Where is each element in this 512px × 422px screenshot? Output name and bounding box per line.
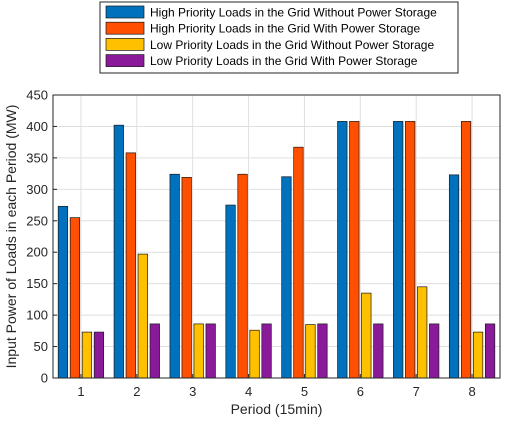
bar-series-1-period-4 <box>225 204 236 379</box>
x-tick-label: 7 <box>413 384 420 399</box>
x-tick-label: 8 <box>468 384 475 399</box>
bar-series-2-period-1 <box>69 217 81 379</box>
bar-series-2-period-3 <box>181 177 192 379</box>
bar-series-2-period-8 <box>460 121 472 379</box>
plot-frame <box>52 94 501 379</box>
y-axis-ticks: 0 50 100 150 200 250 300 350 400 450 <box>26 88 57 386</box>
legend-swatch <box>105 21 145 35</box>
bar-series-1-period-6 <box>337 121 348 379</box>
bar-series-4-period-7 <box>429 323 440 379</box>
y-tick-label: 250 <box>26 213 48 228</box>
bar-series-4-period-6 <box>373 323 384 379</box>
legend-swatch <box>105 5 145 19</box>
legend-swatch <box>105 38 145 51</box>
legend-label: High Priority Loads in the Grid With Pow… <box>150 22 420 36</box>
bar-series-4-period-5 <box>317 323 328 379</box>
x-axis-title: Period (15min) <box>231 401 323 417</box>
y-tick-label: 150 <box>26 276 48 291</box>
bars <box>57 121 496 379</box>
bar-series-4-period-1 <box>93 331 105 379</box>
bar-series-2-period-2 <box>125 152 136 379</box>
bar-series-1-period-8 <box>448 174 460 379</box>
bar-series-3-period-6 <box>361 292 372 379</box>
bar-series-1-period-7 <box>393 121 404 379</box>
legend-label: Low Priority Loads in the Grid Without P… <box>150 38 434 52</box>
bar-series-1-period-1 <box>57 205 69 379</box>
y-axis-title: Input Power of Loads in each Period (MW) <box>3 105 19 369</box>
bar-series-2-period-4 <box>237 173 248 379</box>
x-tick-label: 4 <box>245 384 252 399</box>
x-tick-label: 6 <box>357 384 364 399</box>
bar-series-3-period-3 <box>193 323 204 379</box>
legend-swatch <box>105 54 145 67</box>
y-tick-label: 400 <box>26 119 48 134</box>
y-tick-label: 0 <box>41 371 48 386</box>
y-tick-label: 450 <box>26 88 48 103</box>
y-tick-label: 300 <box>26 182 48 197</box>
bar-series-4-period-8 <box>484 323 496 379</box>
x-axis-ticks: 1 2 3 4 5 6 7 8 <box>77 374 476 399</box>
bar-series-2-period-5 <box>293 146 304 379</box>
y-tick-label: 350 <box>26 150 48 165</box>
legend: High Priority Loads in the Grid Without … <box>99 1 459 74</box>
y-tick-label: 50 <box>34 339 48 354</box>
x-tick-label: 3 <box>189 384 196 399</box>
bar-series-3-period-5 <box>305 324 316 379</box>
bar-series-4-period-2 <box>149 323 160 379</box>
bar-series-2-period-6 <box>349 121 360 379</box>
bar-series-1-period-5 <box>281 176 292 379</box>
y-tick-label: 100 <box>26 308 48 323</box>
bar-series-3-period-4 <box>249 329 260 379</box>
bar-series-4-period-4 <box>261 323 272 379</box>
legend-label: High Priority Loads in the Grid Without … <box>150 6 437 20</box>
bar-series-1-period-3 <box>169 173 180 379</box>
legend-label: Low Priority Loads in the Grid With Powe… <box>150 54 418 68</box>
x-tick-label: 1 <box>77 384 84 399</box>
x-tick-label: 2 <box>133 384 140 399</box>
bar-series-1-period-2 <box>113 124 124 379</box>
legend-box <box>99 1 459 74</box>
y-tick-label: 200 <box>26 245 48 260</box>
bar-series-4-period-3 <box>205 323 216 379</box>
x-tick-label: 5 <box>301 384 308 399</box>
bar-series-3-period-7 <box>417 286 428 379</box>
bar-series-3-period-2 <box>137 253 148 379</box>
bar-series-3-period-1 <box>81 331 93 379</box>
bar-series-2-period-7 <box>405 121 416 379</box>
bar-series-3-period-8 <box>472 331 484 379</box>
